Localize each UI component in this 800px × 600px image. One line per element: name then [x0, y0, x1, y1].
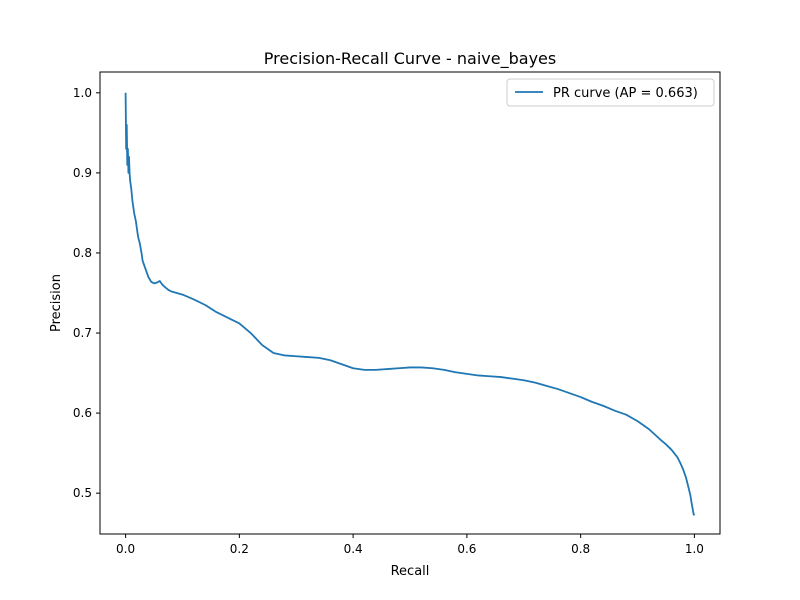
- legend: PR curve (AP = 0.663): [506, 78, 715, 107]
- series-layer: [124, 92, 696, 516]
- x-axis-label: Recall: [391, 564, 430, 579]
- x-tick-label: 0.6: [457, 542, 476, 556]
- y-tick-label: 0.9: [73, 166, 92, 180]
- x-tick-label: 1.0: [685, 542, 704, 556]
- legend-label: PR curve (AP = 0.663): [553, 86, 698, 101]
- y-tick-label: 0.6: [73, 406, 92, 420]
- legend-box: [506, 78, 715, 107]
- y-tick-label: 0.7: [73, 326, 92, 340]
- y-tick-label: 0.8: [73, 246, 92, 260]
- y-axis-label: Precision: [49, 274, 64, 332]
- chart-title: Precision-Recall Curve - naive_bayes: [264, 49, 556, 69]
- x-tick-label: 0.8: [571, 542, 590, 556]
- x-tick-label: 0.4: [344, 542, 363, 556]
- x-tick-label: 0.0: [116, 542, 135, 556]
- y-axis-ticks: 0.5 0.6 0.7 0.8 0.9 1.0: [73, 86, 100, 500]
- pr-curve-line: [124, 92, 696, 516]
- x-axis-ticks: 0.0 0.2 0.4 0.6 0.8 1.0: [116, 534, 704, 556]
- y-tick-label: 1.0: [73, 86, 92, 100]
- x-tick-label: 0.2: [230, 542, 249, 556]
- plot-area: [99, 71, 721, 535]
- y-tick-label: 0.5: [73, 486, 92, 500]
